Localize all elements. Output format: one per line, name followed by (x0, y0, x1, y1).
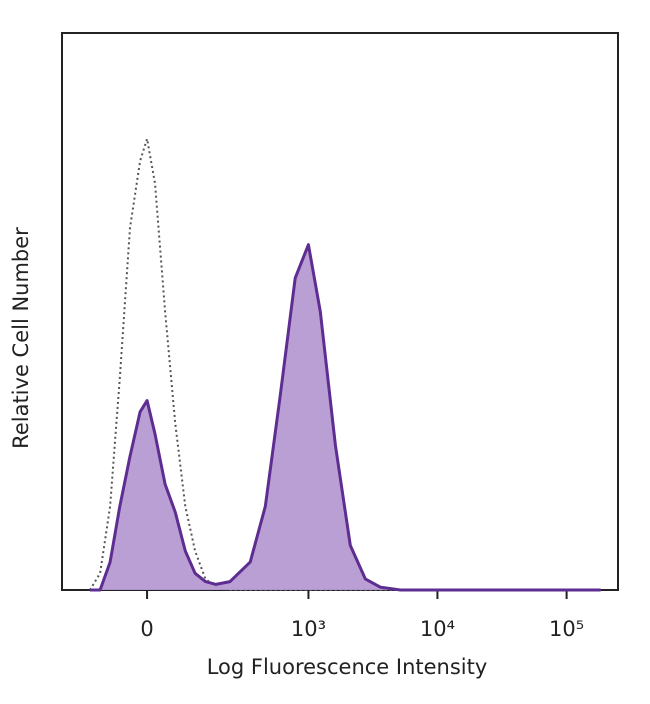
x-tick-label: 10³ (291, 617, 326, 641)
x-tick-label: 10⁴ (420, 617, 455, 641)
x-axis-label: Log Fluorescence Intensity (207, 655, 488, 679)
histogram-curve (89, 243, 601, 592)
y-axis-label: Relative Cell Number (9, 227, 33, 449)
x-tick-label: 10⁵ (549, 617, 584, 641)
x-tick-label: 0 (140, 617, 153, 641)
